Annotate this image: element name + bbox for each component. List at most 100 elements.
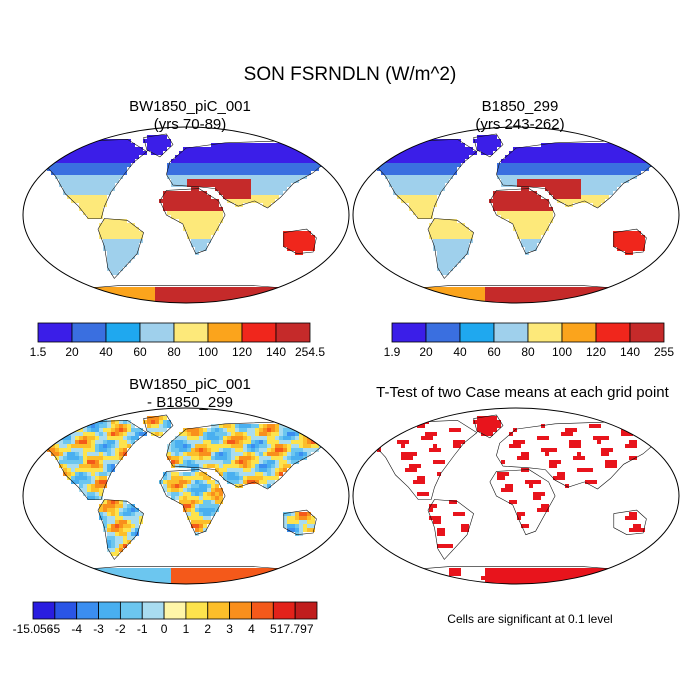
map-cell: [581, 179, 585, 183]
map-cell: [283, 231, 287, 235]
map-cell: [549, 576, 553, 580]
map-cell: [641, 299, 645, 303]
map-cell: [195, 524, 199, 528]
map-cell: [123, 219, 127, 223]
map-cell: [195, 508, 199, 512]
map-cell: [561, 291, 565, 295]
coastline-eurasia: [496, 140, 660, 209]
map-cell: [517, 456, 521, 460]
map-cell: [71, 151, 75, 155]
map-cell: [191, 504, 195, 508]
map-cell: [429, 187, 433, 191]
map-cell: [315, 436, 319, 440]
map-cell: [397, 179, 401, 183]
map-cell: [67, 147, 71, 151]
map-cell: [191, 159, 195, 163]
map-cell: [433, 243, 437, 247]
map-cell: [493, 299, 497, 303]
map-cell: [485, 287, 489, 291]
map-cell: [203, 436, 207, 440]
map-cell: [103, 468, 107, 472]
map-cell: [589, 155, 593, 159]
map-cell: [513, 199, 517, 203]
map-cell: [211, 460, 215, 464]
map-cell: [533, 155, 537, 159]
map-cell: [255, 179, 259, 183]
map-cell: [311, 159, 315, 163]
map-cell: [457, 568, 461, 572]
map-cell: [103, 299, 107, 303]
map-cell: [67, 452, 71, 456]
map-cell: [373, 299, 377, 303]
map-cell: [581, 299, 585, 303]
map-cell: [541, 572, 545, 576]
colorbar-tick-label: 80: [521, 345, 535, 359]
map-cell: [637, 147, 641, 151]
map-cell: [505, 155, 509, 159]
map-cell: [437, 155, 441, 159]
map-cell: [67, 576, 71, 580]
map-cell: [589, 199, 593, 203]
map-cell: [585, 291, 589, 295]
map-cell: [513, 223, 517, 227]
map-cell: [207, 159, 211, 163]
map-cell: [123, 251, 127, 255]
colorbar-tick-label: -1: [137, 622, 148, 636]
map-cell: [99, 155, 103, 159]
map-cell: [613, 171, 617, 175]
map-cell: [405, 175, 409, 179]
map-cell: [545, 175, 549, 179]
map-cell: [235, 183, 239, 187]
map-cell: [207, 428, 211, 432]
map-cell: [163, 424, 167, 428]
map-cell: [473, 139, 477, 143]
map-cell: [485, 568, 489, 572]
map-cell: [553, 576, 557, 580]
colorbar-tick-label: 3: [226, 622, 233, 636]
map-cell: [67, 163, 71, 167]
map-cell: [545, 187, 549, 191]
map-cell: [397, 167, 401, 171]
map-cell: [517, 147, 521, 151]
map-cell: [223, 143, 227, 147]
map-cell: [127, 580, 131, 584]
map-cell: [283, 235, 287, 239]
map-cell: [641, 147, 645, 151]
map-cell: [437, 183, 441, 187]
map-cell: [271, 143, 275, 147]
map-cell: [99, 151, 103, 155]
map-cell: [195, 287, 199, 291]
map-cell: [43, 440, 47, 444]
map-cell: [307, 295, 311, 299]
map-cell: [251, 191, 255, 195]
map-cell: [67, 295, 71, 299]
map-cell: [441, 532, 445, 536]
map-cell: [409, 452, 413, 456]
map-cell: [393, 299, 397, 303]
map-cell: [127, 231, 131, 235]
map-cell: [271, 183, 275, 187]
map-cell: [95, 155, 99, 159]
map-cell: [541, 231, 545, 235]
map-cell: [617, 147, 621, 151]
map-cell: [385, 295, 389, 299]
map-cell: [421, 199, 425, 203]
map-cell: [103, 576, 107, 580]
map-cell: [381, 167, 385, 171]
map-cell: [231, 191, 235, 195]
map-cell: [541, 159, 545, 163]
map-cell: [99, 203, 103, 207]
map-cell: [107, 243, 111, 247]
map-cell: [629, 572, 633, 576]
map-cell: [71, 476, 75, 480]
map-cell: [275, 444, 279, 448]
map-cell: [485, 143, 489, 147]
map-cell: [127, 155, 131, 159]
map-cell: [287, 155, 291, 159]
map-cell: [657, 580, 661, 584]
map-cell: [187, 476, 191, 480]
map-cell: [509, 179, 513, 183]
map-cell: [445, 271, 449, 275]
map-cell: [393, 428, 397, 432]
map-cell: [171, 484, 175, 488]
